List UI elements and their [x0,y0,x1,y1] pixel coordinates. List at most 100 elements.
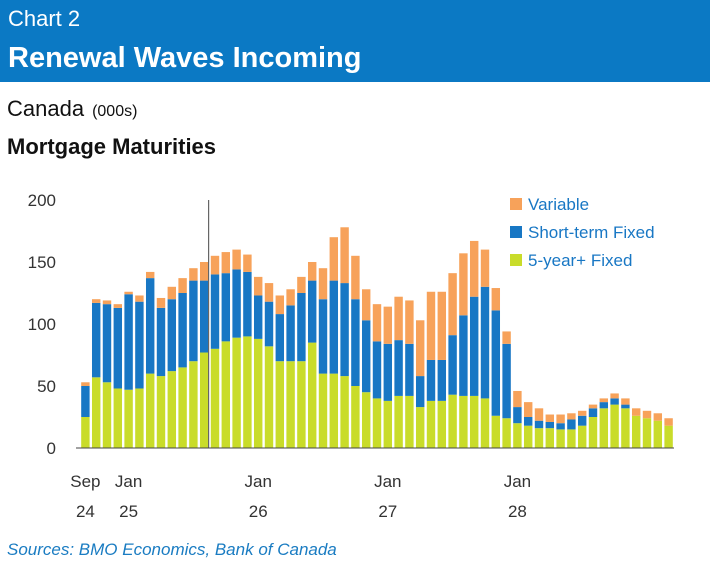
bar-short-term-fixed [178,293,187,368]
bar-5-year-fixed [469,395,479,448]
bar-variable [588,404,598,409]
bar-short-term-fixed [372,341,382,399]
x-tick-label: Jan [374,472,401,491]
y-tick-label: 200 [28,191,56,210]
bar-5-year-fixed [286,361,295,448]
bar-variable [243,254,252,272]
bar-5-year-fixed [664,425,673,448]
y-tick-label: 0 [47,439,56,458]
bar-5-year-fixed [124,389,133,448]
x-tick-label: Jan [244,472,271,491]
chart-title: Renewal Waves Incoming [8,42,362,74]
bar-5-year-fixed [156,376,166,448]
bar-variable [221,252,231,274]
bar-short-term-fixed [81,386,90,417]
bar-variable [167,286,177,300]
bar-5-year-fixed [243,336,252,448]
bar-short-term-fixed [286,305,295,362]
bar-short-term-fixed [329,280,339,374]
bar-short-term-fixed [459,315,468,396]
bar-variable [480,249,490,287]
x-tick-label: 25 [119,502,138,521]
bar-5-year-fixed [113,388,123,448]
bar-variable [297,276,306,293]
bar-short-term-fixed [297,293,306,362]
bar-short-term-fixed [610,398,619,405]
bar-short-term-fixed [361,320,371,393]
bar-short-term-fixed [545,421,555,429]
bar-variable [329,237,339,281]
bar-variable [621,398,630,405]
bar-variable [415,320,425,377]
bar-5-year-fixed [351,386,360,448]
bar-short-term-fixed [405,343,414,396]
bar-variable [286,289,295,306]
bar-5-year-fixed [167,371,177,448]
bar-5-year-fixed [534,428,544,448]
bar-short-term-fixed [588,408,598,417]
bar-short-term-fixed [156,307,166,377]
bar-5-year-fixed [297,361,306,448]
bar-short-term-fixed [145,278,155,374]
bar-short-term-fixed [469,296,479,396]
bar-short-term-fixed [599,402,609,409]
y-tick-label: 150 [28,253,56,272]
bar-5-year-fixed [232,337,241,448]
bar-short-term-fixed [513,407,522,424]
bar-5-year-fixed [459,395,468,448]
bar-variable [264,283,274,302]
bar-variable [610,393,619,399]
bar-variable [577,410,587,416]
bar-variable [275,295,285,315]
bar-short-term-fixed [102,304,112,383]
bar-5-year-fixed [275,361,285,448]
bar-5-year-fixed [415,407,425,448]
bar-5-year-fixed [394,395,403,448]
bar-short-term-fixed [243,271,252,337]
bar-variable [502,331,511,344]
bar-5-year-fixed [545,428,555,448]
bar-short-term-fixed [124,294,133,390]
bar-5-year-fixed [329,373,339,448]
legend-label: 5-year+ Fixed [528,251,632,270]
x-tick-label: Jan [504,472,531,491]
bar-variable [459,253,468,316]
bar-5-year-fixed [199,352,209,448]
bar-short-term-fixed [340,283,349,377]
bar-short-term-fixed [502,343,511,419]
bar-short-term-fixed [523,417,533,426]
bar-short-term-fixed [577,415,587,426]
legend-swatch [510,254,522,266]
bar-variable [189,268,198,281]
bar-5-year-fixed [642,418,652,448]
bar-5-year-fixed [502,418,511,448]
bar-5-year-fixed [81,417,90,448]
bar-short-term-fixed [210,274,220,349]
bar-5-year-fixed [610,404,619,448]
bar-variable [361,289,371,321]
bar-5-year-fixed [491,415,501,448]
units-label: (000s) [92,103,138,120]
bar-variable [81,382,90,386]
legend-label: Short-term Fixed [528,223,655,242]
bar-variable [405,300,414,344]
bar-short-term-fixed [426,359,436,401]
region-label: Canada [7,96,85,121]
bar-short-term-fixed [189,280,198,362]
bar-5-year-fixed [340,376,349,448]
bar-variable [545,414,555,422]
bar-variable [102,300,112,305]
bar-variable [437,291,447,360]
bar-5-year-fixed [653,420,663,448]
x-tick-label: 26 [249,502,268,521]
bar-variable [383,306,393,344]
bar-5-year-fixed [383,400,393,448]
bar-5-year-fixed [307,342,317,448]
bar-short-term-fixed [556,423,565,430]
bar-short-term-fixed [167,299,177,372]
bar-5-year-fixed [178,367,187,448]
bar-5-year-fixed [210,348,220,448]
bar-5-year-fixed [102,382,112,448]
bar-variable [631,408,641,416]
x-tick-label: 24 [76,502,95,521]
